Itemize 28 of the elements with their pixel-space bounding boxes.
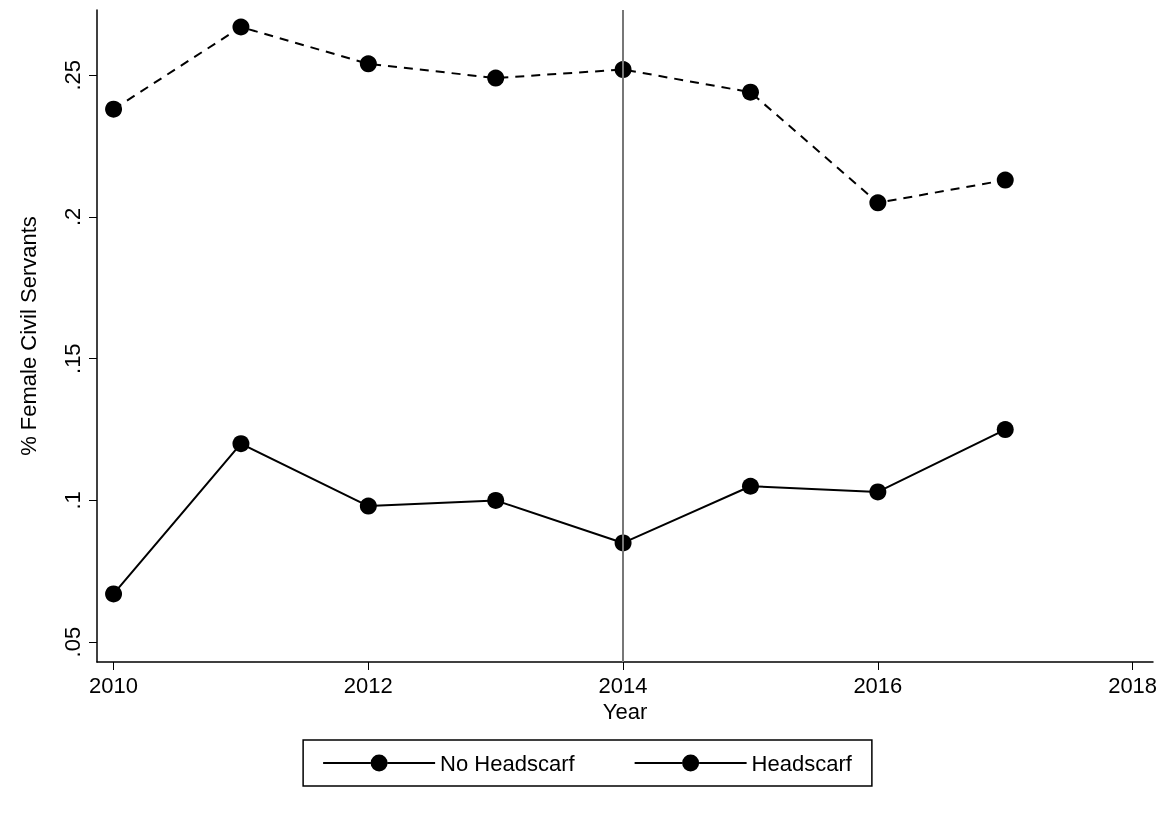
y-tick-label: .1 — [59, 491, 85, 510]
y-axis-title: % Female Civil Servants — [15, 216, 41, 456]
point — [232, 435, 250, 453]
y-tick-label: .25 — [59, 59, 85, 91]
x-tick-label: 2010 — [89, 672, 139, 698]
x-axis-title: Year — [602, 699, 648, 725]
y-tick-label: .05 — [59, 626, 85, 658]
x-tick-label: 2014 — [598, 672, 648, 698]
point — [105, 585, 123, 603]
point — [232, 18, 250, 36]
x-tick-label: 2012 — [343, 672, 393, 698]
legend-label: No Headscarf — [440, 750, 576, 776]
point — [487, 69, 505, 87]
point — [359, 497, 377, 515]
point — [996, 421, 1014, 439]
y-tick-label: .15 — [59, 343, 85, 374]
point — [359, 55, 377, 73]
point — [741, 83, 759, 101]
point — [741, 477, 759, 495]
x-tick-label: 2018 — [1108, 672, 1158, 698]
point — [487, 491, 505, 509]
legend-label: Headscarf — [751, 750, 853, 776]
point — [105, 100, 123, 118]
point — [869, 194, 887, 212]
y-tick-label: .2 — [59, 207, 85, 227]
point — [996, 171, 1014, 189]
x-tick-label: 2016 — [853, 672, 903, 698]
point — [869, 483, 887, 501]
